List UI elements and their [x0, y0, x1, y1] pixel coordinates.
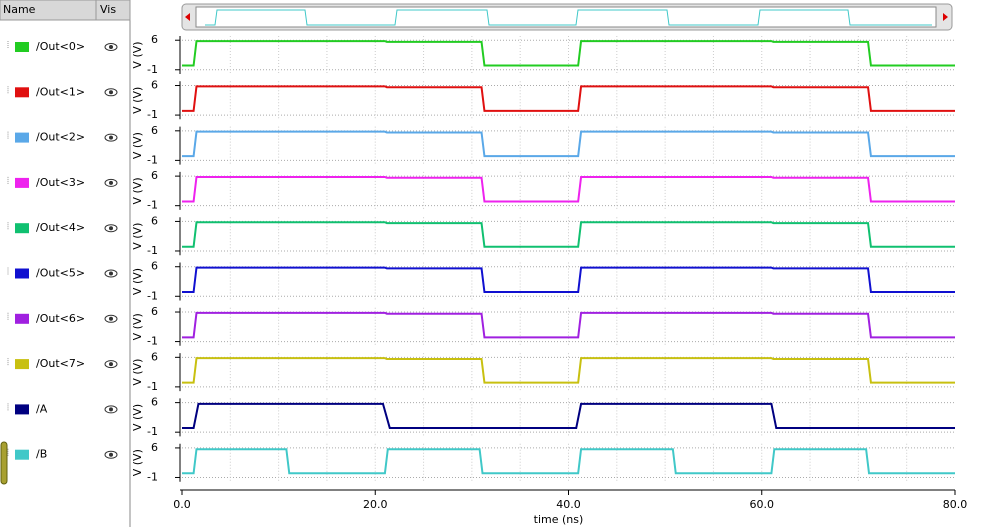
legend-label: /Out<6>: [36, 312, 85, 325]
legend-swatch: [15, 359, 29, 370]
visibility-pupil: [109, 226, 113, 231]
legend-swatch: [15, 313, 29, 324]
waveform: [182, 40, 955, 67]
legend-label: /A: [36, 402, 48, 415]
visibility-pupil: [109, 135, 113, 140]
y-tick-label: 6: [151, 124, 158, 137]
name-header[interactable]: Name: [3, 3, 36, 16]
visibility-pupil: [109, 362, 113, 367]
legend-swatch: [15, 268, 29, 279]
legend-swatch: [15, 42, 29, 52]
selection-marker: [0, 441, 8, 485]
y-tick-label: 6: [151, 169, 158, 182]
y-axis-label: V (V): [131, 41, 144, 68]
y-axis-label: V (V): [131, 177, 144, 204]
waveform: [182, 85, 955, 112]
y-axis-label: V (V): [131, 132, 144, 159]
legend-swatch: [15, 87, 29, 98]
legend-label: /Out<3>: [36, 176, 85, 189]
y-tick-label: -1: [147, 335, 158, 348]
legend-swatch: [15, 132, 29, 143]
legend-label: /Out<0>: [36, 40, 85, 53]
y-tick-label: 6: [151, 33, 158, 46]
y-tick-label: 6: [151, 214, 158, 227]
y-axis-label: V (V): [131, 268, 144, 295]
y-tick-label: -1: [147, 244, 158, 257]
legend-swatch: [15, 177, 29, 188]
y-tick-label: -1: [147, 425, 158, 438]
x-tick-label: 80.0: [943, 498, 968, 511]
y-axis-label: V (V): [131, 313, 144, 340]
overview-trace: [205, 9, 932, 26]
legend-swatch: [15, 449, 29, 460]
y-tick-label: -1: [147, 289, 158, 302]
y-tick-label: 6: [151, 79, 158, 92]
legend-label: /B: [36, 448, 47, 461]
legend-label: /Out<2>: [36, 131, 85, 144]
visibility-pupil: [109, 45, 113, 49]
overview-thumb[interactable]: [195, 6, 937, 28]
legend-swatch: [15, 404, 29, 415]
waveform: [182, 311, 955, 339]
y-tick-label: -1: [147, 380, 158, 393]
waveform: [182, 130, 955, 158]
x-tick-label: 60.0: [750, 498, 775, 511]
x-tick-label: 0.0: [173, 498, 191, 511]
visibility-pupil: [109, 452, 113, 457]
legend-label: /Out<1>: [36, 85, 85, 98]
waveform: [182, 357, 955, 384]
waveform: [182, 221, 955, 248]
y-axis-label: V (V): [131, 449, 144, 476]
visibility-pupil: [109, 180, 113, 185]
legend-label: /Out<4>: [36, 221, 85, 234]
y-tick-label: -1: [147, 63, 158, 76]
y-tick-label: -1: [147, 108, 158, 121]
list-header: [0, 0, 131, 21]
legend-label: /Out<7>: [36, 357, 85, 370]
y-tick-label: 6: [151, 350, 158, 363]
waveform: [182, 266, 955, 294]
visibility-pupil: [109, 407, 113, 412]
x-tick-label: 40.0: [556, 498, 581, 511]
x-axis-label: time (ns): [534, 513, 584, 526]
waveform: [182, 175, 955, 203]
legend-swatch: [15, 223, 29, 234]
visibility-pupil: [109, 316, 113, 321]
y-tick-label: 6: [151, 260, 158, 273]
waveform: [182, 448, 955, 475]
scroll-left[interactable]: [185, 13, 190, 21]
y-tick-label: 6: [151, 396, 158, 409]
y-axis-label: V (V): [131, 404, 144, 431]
y-axis-label: V (V): [131, 223, 144, 250]
y-tick-label: 6: [151, 305, 158, 318]
signal-list: [0, 0, 130, 527]
waveform: [182, 402, 955, 429]
y-axis-label: V (V): [131, 87, 144, 114]
visibility-pupil: [109, 90, 113, 95]
vis-header[interactable]: Vis: [100, 3, 116, 16]
y-tick-label: -1: [147, 199, 158, 212]
y-tick-label: -1: [147, 153, 158, 166]
y-tick-label: -1: [147, 470, 158, 483]
y-tick-label: 6: [151, 441, 158, 454]
scroll-right[interactable]: [943, 13, 948, 21]
x-tick-label: 20.0: [363, 498, 388, 511]
visibility-pupil: [109, 271, 113, 276]
legend-label: /Out<5>: [36, 267, 85, 280]
y-axis-label: V (V): [131, 359, 144, 386]
